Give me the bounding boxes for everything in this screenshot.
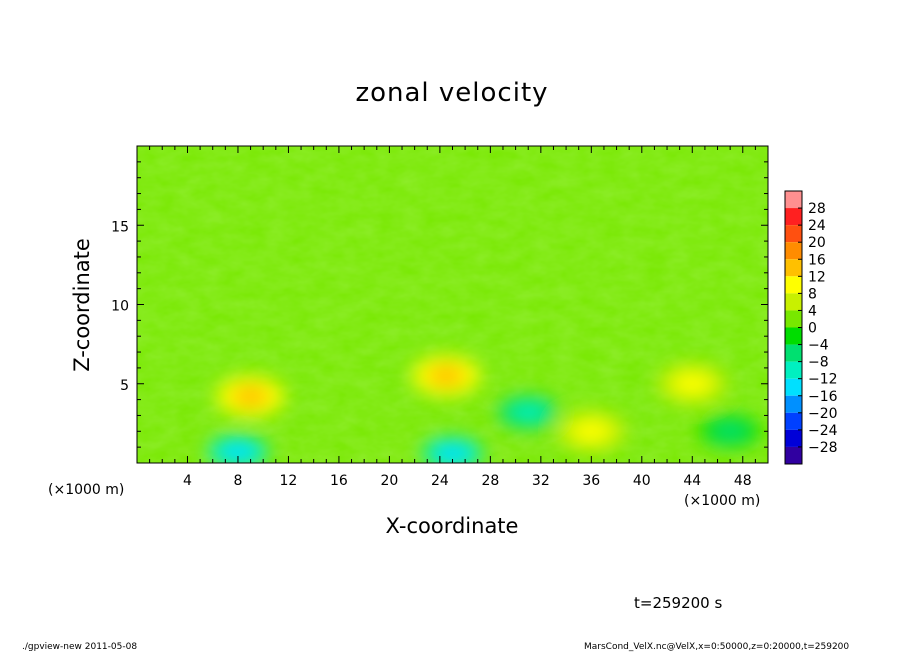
x-tick-label: 16	[330, 473, 348, 489]
y-tick-label: 5	[120, 378, 129, 394]
colorbar-label: 20	[808, 235, 826, 251]
colorbar-swatch	[785, 344, 802, 362]
colorbar-label: 0	[808, 321, 817, 337]
colorbar-label: 4	[808, 303, 817, 319]
colorbar-label: −8	[808, 355, 829, 371]
heatmap-field	[137, 146, 768, 463]
field-feature-core-2	[221, 443, 255, 461]
footer-data-source: MarsCond_VelX.nc@VelX,x=0:50000,z=0:2000…	[584, 642, 850, 652]
x-tick-label: 40	[633, 473, 651, 489]
field-feature-core-7	[713, 422, 747, 441]
colorbar-label: 16	[808, 252, 826, 268]
colorbar-label: −24	[808, 423, 838, 439]
y-tick-label: 10	[111, 299, 129, 315]
field-feature-core-0	[231, 385, 270, 408]
colorbar-label: 12	[808, 269, 826, 285]
footer-program-date: ./gpview-new 2011-05-08	[22, 642, 138, 652]
x-unit-label-left: (×1000 m)	[48, 482, 125, 498]
x-tick-label: 36	[582, 473, 600, 489]
colorbar-swatch	[785, 327, 802, 345]
x-tick-label: 4	[183, 473, 192, 489]
y-tick-label: 15	[111, 219, 129, 235]
colorbar-swatch	[785, 191, 802, 209]
colorbar-swatch	[785, 225, 802, 243]
colorbar-swatch	[785, 361, 802, 379]
colorbar-label: −20	[808, 406, 838, 422]
time-label: t=259200 s	[634, 594, 723, 612]
colorbar-label: 8	[808, 286, 817, 302]
colorbar-swatch	[785, 412, 802, 430]
x-tick-label: 20	[380, 473, 398, 489]
field-feature-core-3	[436, 444, 469, 463]
colorbar-swatch	[785, 259, 802, 277]
colorbar-swatch	[785, 429, 802, 447]
x-unit-label-right: (×1000 m)	[684, 493, 761, 509]
field-feature-core-1	[427, 364, 465, 387]
field-feature-core-4	[572, 420, 611, 443]
colorbar-swatch	[785, 242, 802, 260]
colorbar-swatch	[785, 378, 802, 396]
x-tick-label: 24	[431, 473, 449, 489]
y-axis-ticks: 5 10 15	[111, 145, 768, 464]
x-axis-label: X-coordinate	[385, 514, 519, 538]
colorbar-label: −4	[808, 338, 829, 354]
field-feature-core-6	[673, 372, 711, 395]
colorbar-swatch	[785, 276, 802, 294]
colorbar-swatch	[785, 310, 802, 328]
x-axis-ticks: 4 8 12 16 20 24 28 32 36 40 44 48	[136, 146, 769, 489]
colorbar-label: −16	[808, 389, 838, 405]
colorbar-swatch	[785, 208, 802, 226]
x-tick-label: 8	[233, 473, 242, 489]
colorbar-swatch	[785, 446, 802, 464]
x-tick-label: 12	[280, 473, 298, 489]
colorbar-label: 28	[808, 201, 826, 217]
colorbar-swatch	[785, 395, 802, 413]
x-tick-label: 32	[532, 473, 550, 489]
x-tick-label: 44	[683, 473, 701, 489]
field-texture	[137, 146, 768, 463]
colorbar-label: −12	[808, 372, 838, 388]
chart-title: zonal velocity	[355, 78, 549, 108]
colorbar-swatch	[785, 293, 802, 311]
field-feature-core-5	[511, 403, 545, 422]
x-tick-label: 28	[481, 473, 499, 489]
colorbar-label: 24	[808, 218, 826, 234]
x-tick-label: 48	[734, 473, 752, 489]
colorbar-label: −28	[808, 440, 838, 456]
